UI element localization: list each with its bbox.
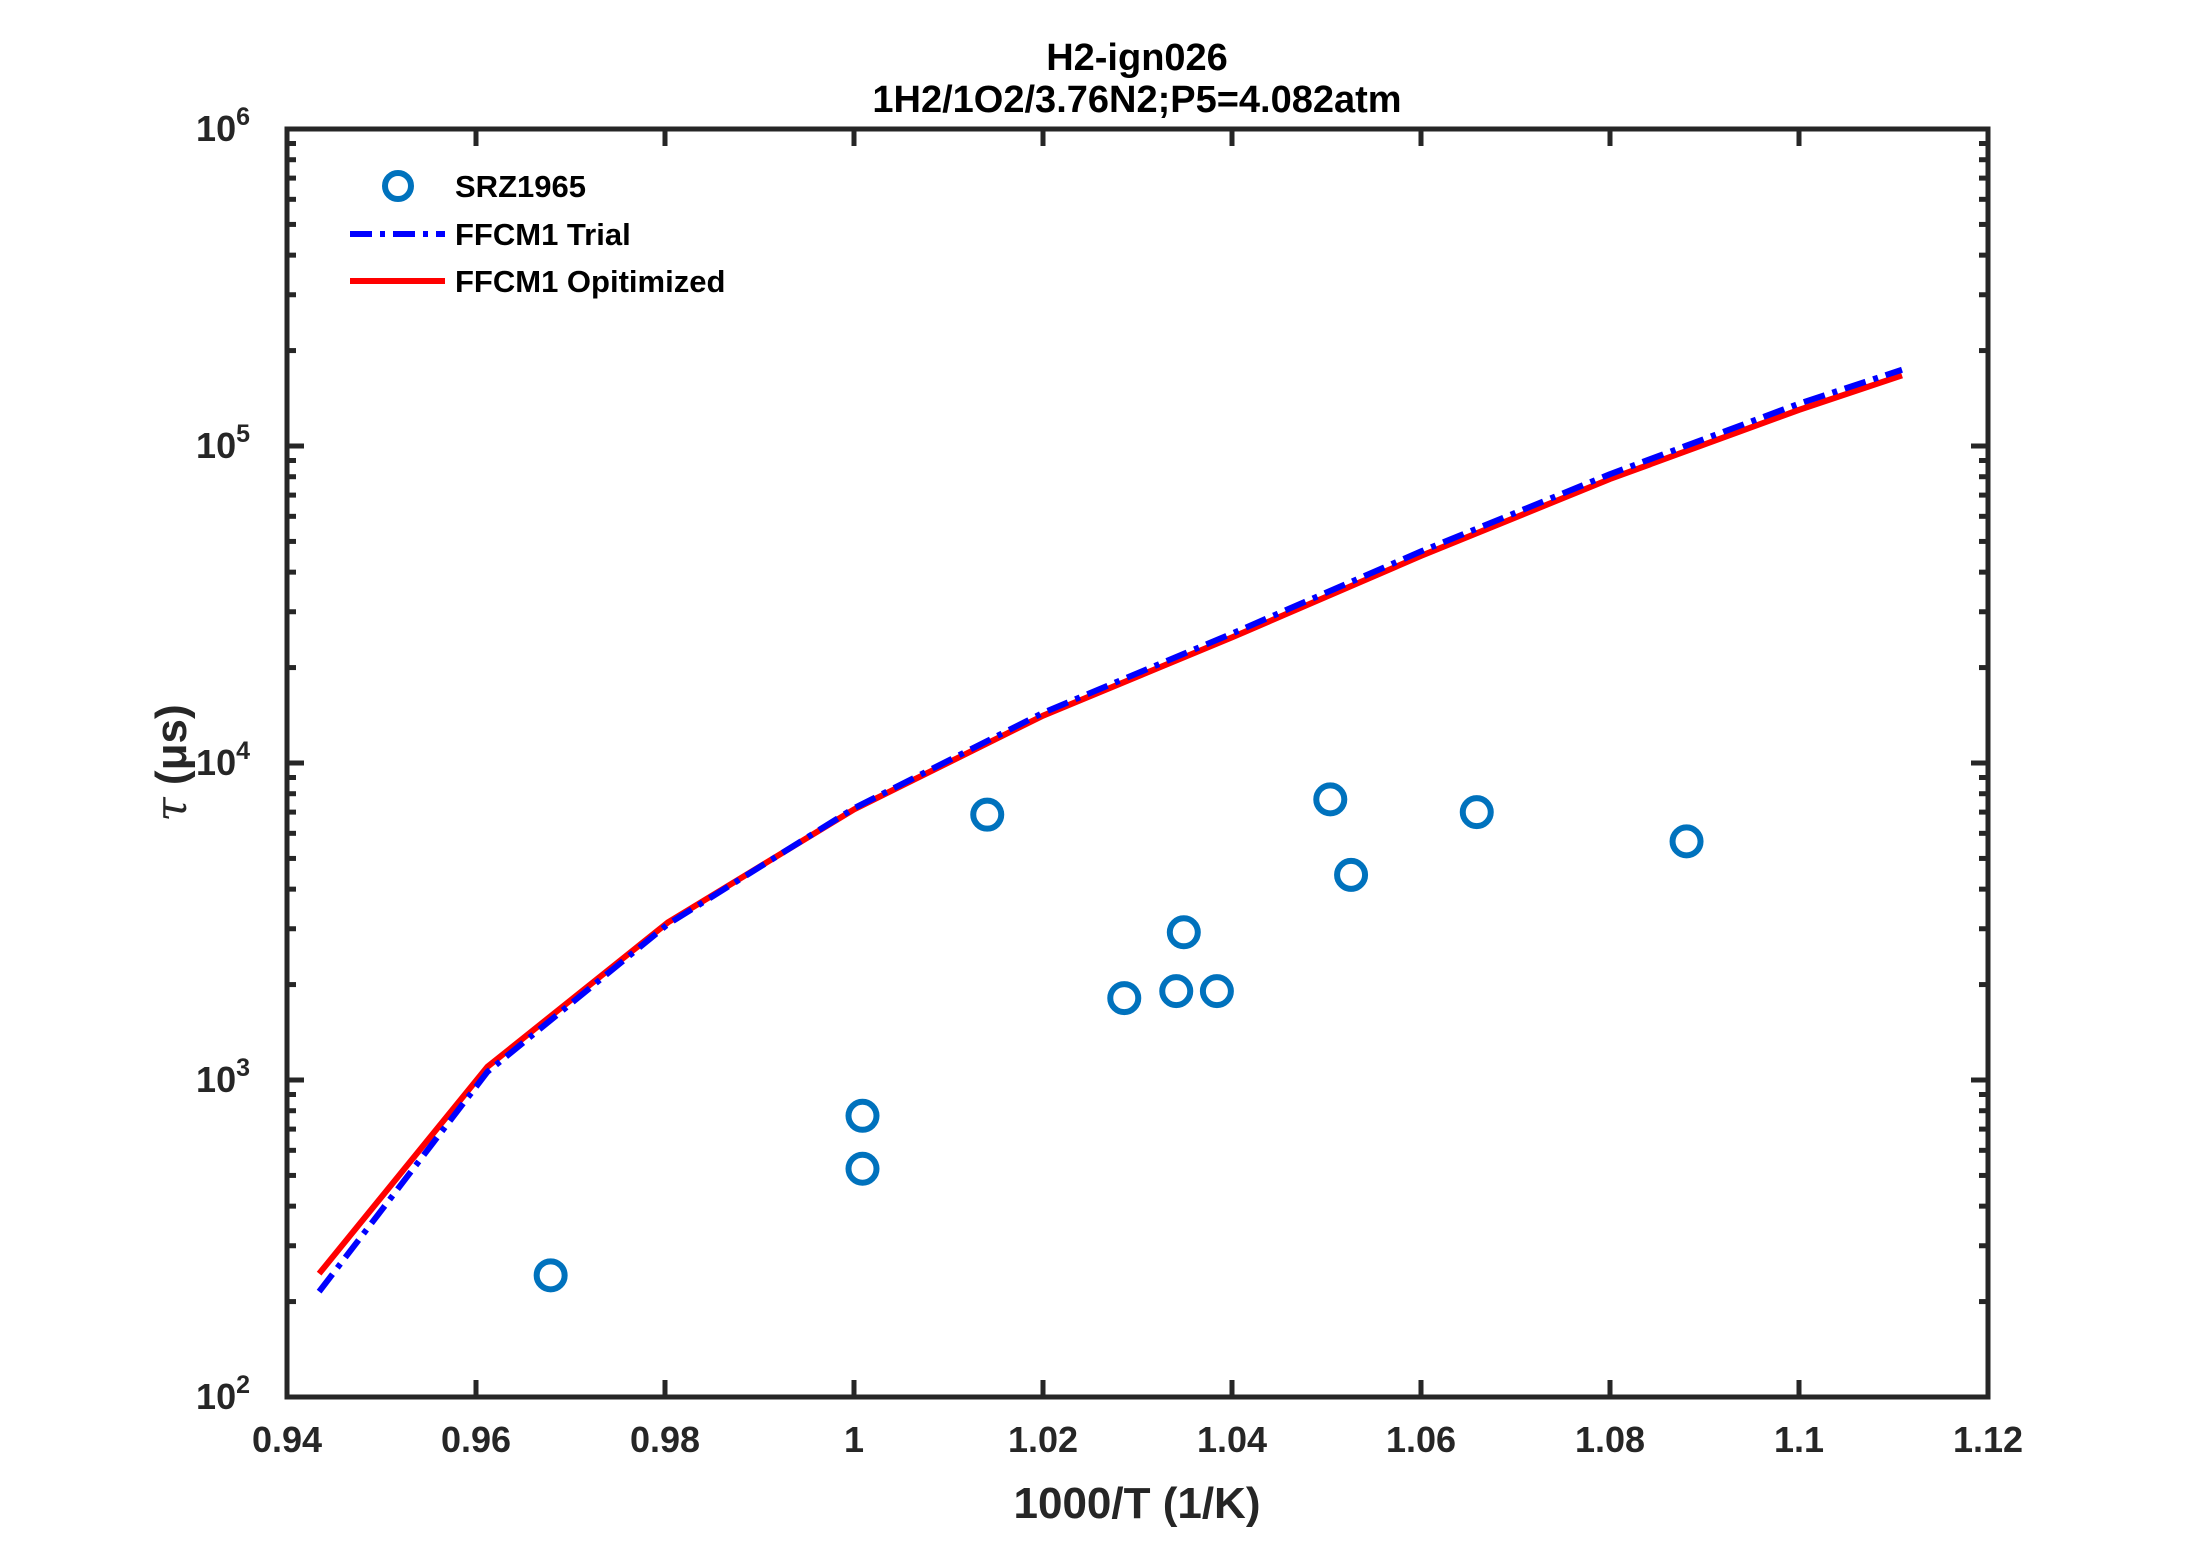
chart-title-line2: 1H2/1O2/3.76N2;P5=4.082atm [872, 79, 1401, 121]
data-point-srz1965 [970, 797, 1005, 832]
legend-label-optimized: FFCM1 Opitimized [455, 264, 725, 299]
y-tick-labels: 102 103 104 105 106 [196, 103, 250, 1417]
data-point-srz1965 [1166, 915, 1201, 950]
y-tick-label: 106 [196, 103, 250, 149]
x-tick-label: 0.96 [441, 1419, 511, 1460]
data-point-srz1965 [1199, 974, 1234, 1009]
data-point-srz1965 [1669, 824, 1704, 859]
data-point-srz1965 [1313, 782, 1348, 817]
x-tick-label: 1 [844, 1419, 864, 1460]
data-point-srz1965 [845, 1151, 880, 1186]
legend-marker-srz1965 [382, 170, 414, 202]
chart-title-line1: H2-ign026 [1046, 37, 1228, 79]
legend-label-trial: FFCM1 Trial [455, 217, 631, 252]
x-tick-label: 1.08 [1575, 1419, 1645, 1460]
plot-area [287, 129, 1988, 1397]
series-line-ffcm1-trial [316, 366, 1903, 1294]
x-tick-labels: 0.94 0.96 0.98 1 1.02 1.04 1.06 1.08 1.1 1.12 [252, 1419, 2023, 1460]
y-tick-label: 105 [196, 420, 250, 466]
x-tick-label: 1.06 [1386, 1419, 1456, 1460]
x-tick-label: 1.1 [1774, 1419, 1824, 1460]
y-tick-label: 103 [196, 1054, 250, 1100]
y-axis-symbol: τ [146, 797, 197, 822]
series-layer [316, 366, 1903, 1294]
y-axis-unit: (μs) [147, 704, 196, 785]
x-tick-label: 1.12 [1953, 1419, 2023, 1460]
y-tick-label: 102 [196, 1371, 250, 1417]
data-point-srz1965 [1334, 857, 1369, 892]
data-point-srz1965 [1459, 795, 1494, 830]
axes-box [284, 126, 1991, 1400]
y-axis-label: τ (μs) [146, 704, 197, 821]
x-tick-label: 0.98 [630, 1419, 700, 1460]
y-tick-label: 104 [196, 737, 250, 783]
x-tick-label: 1.04 [1197, 1419, 1267, 1460]
legend-label-srz1965: SRZ1965 [455, 169, 586, 204]
data-point-srz1965 [1107, 981, 1142, 1016]
x-tick-label: 1.02 [1008, 1419, 1078, 1460]
x-axis-label: 1000/T (1/K) [1014, 1479, 1261, 1528]
data-point-srz1965 [845, 1098, 880, 1133]
data-point-srz1965 [533, 1258, 568, 1293]
x-tick-label: 0.94 [252, 1419, 322, 1460]
legend: SRZ1965 FFCM1 Trial FFCM1 Opitimized [350, 169, 725, 299]
data-point-srz1965 [1159, 974, 1194, 1009]
